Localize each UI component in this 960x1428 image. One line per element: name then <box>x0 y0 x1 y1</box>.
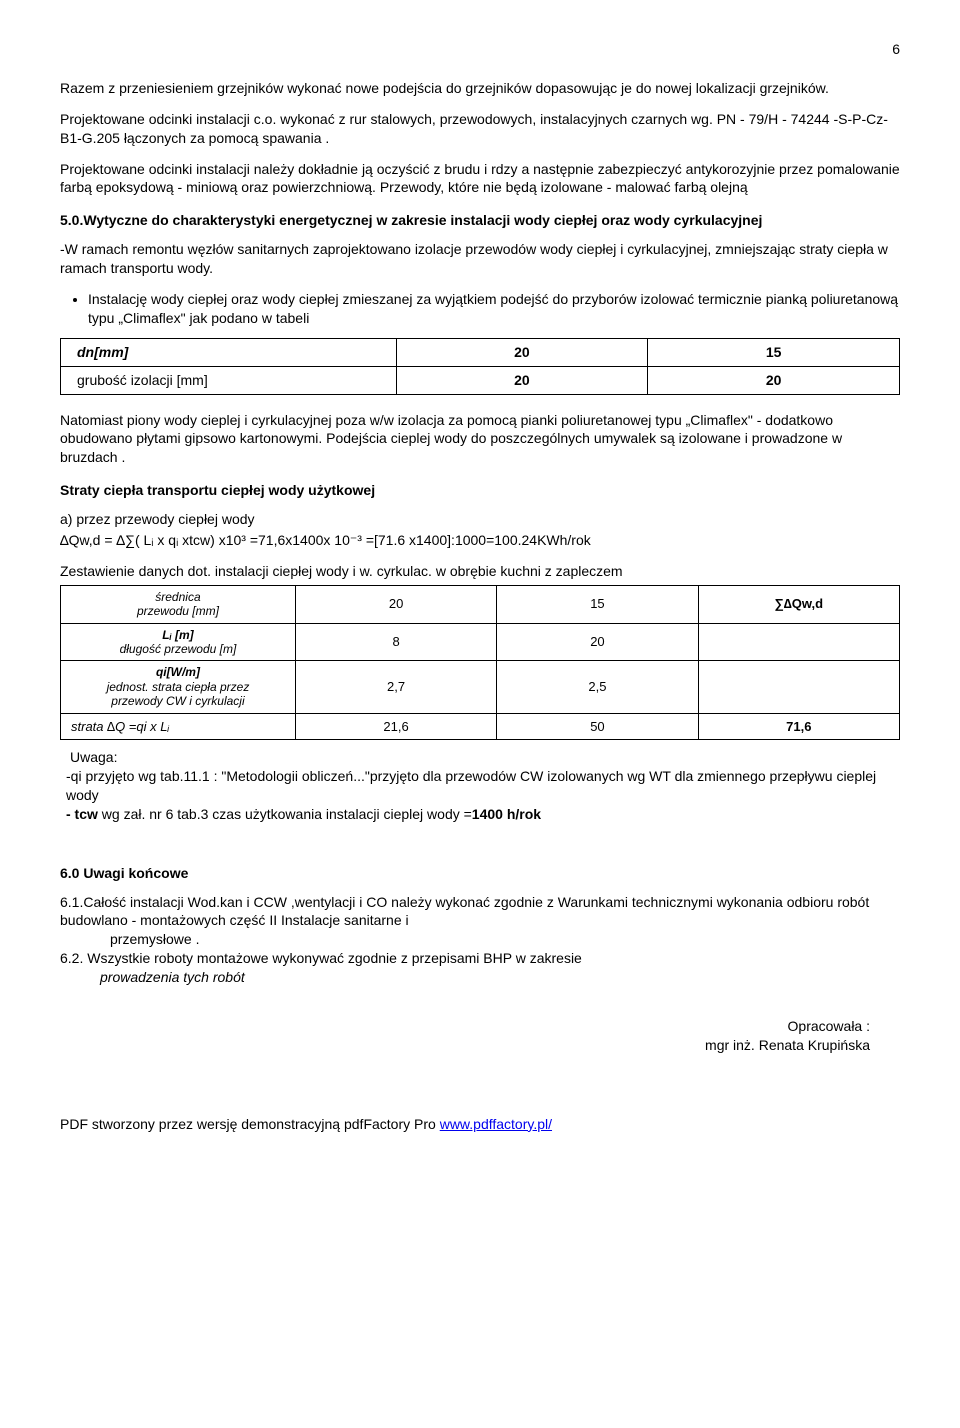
cell: strata ∆Q =qi x Lᵢ <box>61 713 296 740</box>
insulation-table: dn[mm] 20 15 grubość izolacji [mm] 20 20 <box>60 338 900 395</box>
cell: 71,6 <box>698 713 899 740</box>
signature-label: Opracowała : <box>60 1017 870 1036</box>
cell: średnica <box>155 590 200 604</box>
page-number: 6 <box>60 40 900 59</box>
cell: 20 <box>295 585 496 623</box>
signature-block: Opracowała : mgr inż. Renata Krupińska <box>60 1017 870 1055</box>
cell: 20 <box>396 338 648 366</box>
signature-name: mgr inż. Renata Krupińska <box>60 1036 870 1055</box>
cell: długość przewodu [m] <box>120 642 237 656</box>
list-item: Instalację wody ciepłej oraz wody ciepłe… <box>88 290 900 328</box>
cell <box>698 623 899 661</box>
footer: PDF stworzony przez wersję demonstracyjn… <box>60 1115 900 1134</box>
cell: 20 <box>396 366 648 394</box>
section-heading: 5.0.Wytyczne do charakterystyki energety… <box>60 211 900 230</box>
cell: przewodu [mm] <box>137 604 219 618</box>
heat-loss-table: średnica przewodu [mm] 20 15 ∑∆Qw,d Lᵢ [… <box>60 585 900 740</box>
paragraph: Projektowane odcinki instalacji należy d… <box>60 160 900 198</box>
paragraph: Projektowane odcinki instalacji c.o. wyk… <box>60 110 900 148</box>
cell: 15 <box>497 585 698 623</box>
cell: 50 <box>497 713 698 740</box>
footer-text: PDF stworzony przez wersję demonstracyjn… <box>60 1116 440 1132</box>
paragraph: przemysłowe . <box>110 930 900 949</box>
cell: przewody CW i cyrkulacji <box>111 694 244 708</box>
cell: 2,5 <box>497 661 698 713</box>
bullet-list: Instalację wody ciepłej oraz wody ciepłe… <box>88 290 900 328</box>
cell: 20 <box>648 366 900 394</box>
cell: jednost. strata ciepła przez <box>107 680 250 694</box>
cell: dn[mm] <box>77 344 128 360</box>
section-heading: 6.0 Uwagi końcowe <box>60 864 900 883</box>
note-text: - tcw wg zał. nr 6 tab.3 czas użytkowani… <box>66 805 900 824</box>
cell: 20 <box>497 623 698 661</box>
subsection-heading: Straty ciepła transportu ciepłej wody uż… <box>60 481 900 500</box>
cell: grubość izolacji [mm] <box>61 366 397 394</box>
paragraph: Natomiast piony wody cieplej i cyrkulacy… <box>60 411 900 468</box>
paragraph: 6.2. Wszystkie roboty montażowe wykonywa… <box>60 949 900 968</box>
cell: Lᵢ [m] <box>162 628 193 642</box>
cell: 8 <box>295 623 496 661</box>
formula: ∆Qw,d = ∆∑( Lᵢ x qᵢ xtcw) x10³ =71,6x140… <box>60 531 900 550</box>
cell: 15 <box>648 338 900 366</box>
cell: 2,7 <box>295 661 496 713</box>
paragraph: Zestawienie danych dot. instalacji ciepł… <box>60 562 900 581</box>
paragraph: -W ramach remontu węzłów sanitarnych zap… <box>60 240 900 278</box>
paragraph: a) przez przewody ciepłej wody <box>60 510 900 529</box>
cell: 21,6 <box>295 713 496 740</box>
paragraph: prowadzenia tych robót <box>100 968 900 987</box>
cell: ∑∆Qw,d <box>698 585 899 623</box>
footer-link[interactable]: www.pdffactory.pl/ <box>440 1116 552 1132</box>
note-label: Uwaga: <box>70 748 900 767</box>
note-text: -qi przyjęto wg tab.11.1 : "Metodologii … <box>66 767 900 805</box>
paragraph: 6.1.Całość instalacji Wod.kan i CCW ,wen… <box>60 893 900 931</box>
cell <box>698 661 899 713</box>
paragraph: Razem z przeniesieniem grzejników wykona… <box>60 79 900 98</box>
cell: qi[W/m] <box>156 665 200 679</box>
